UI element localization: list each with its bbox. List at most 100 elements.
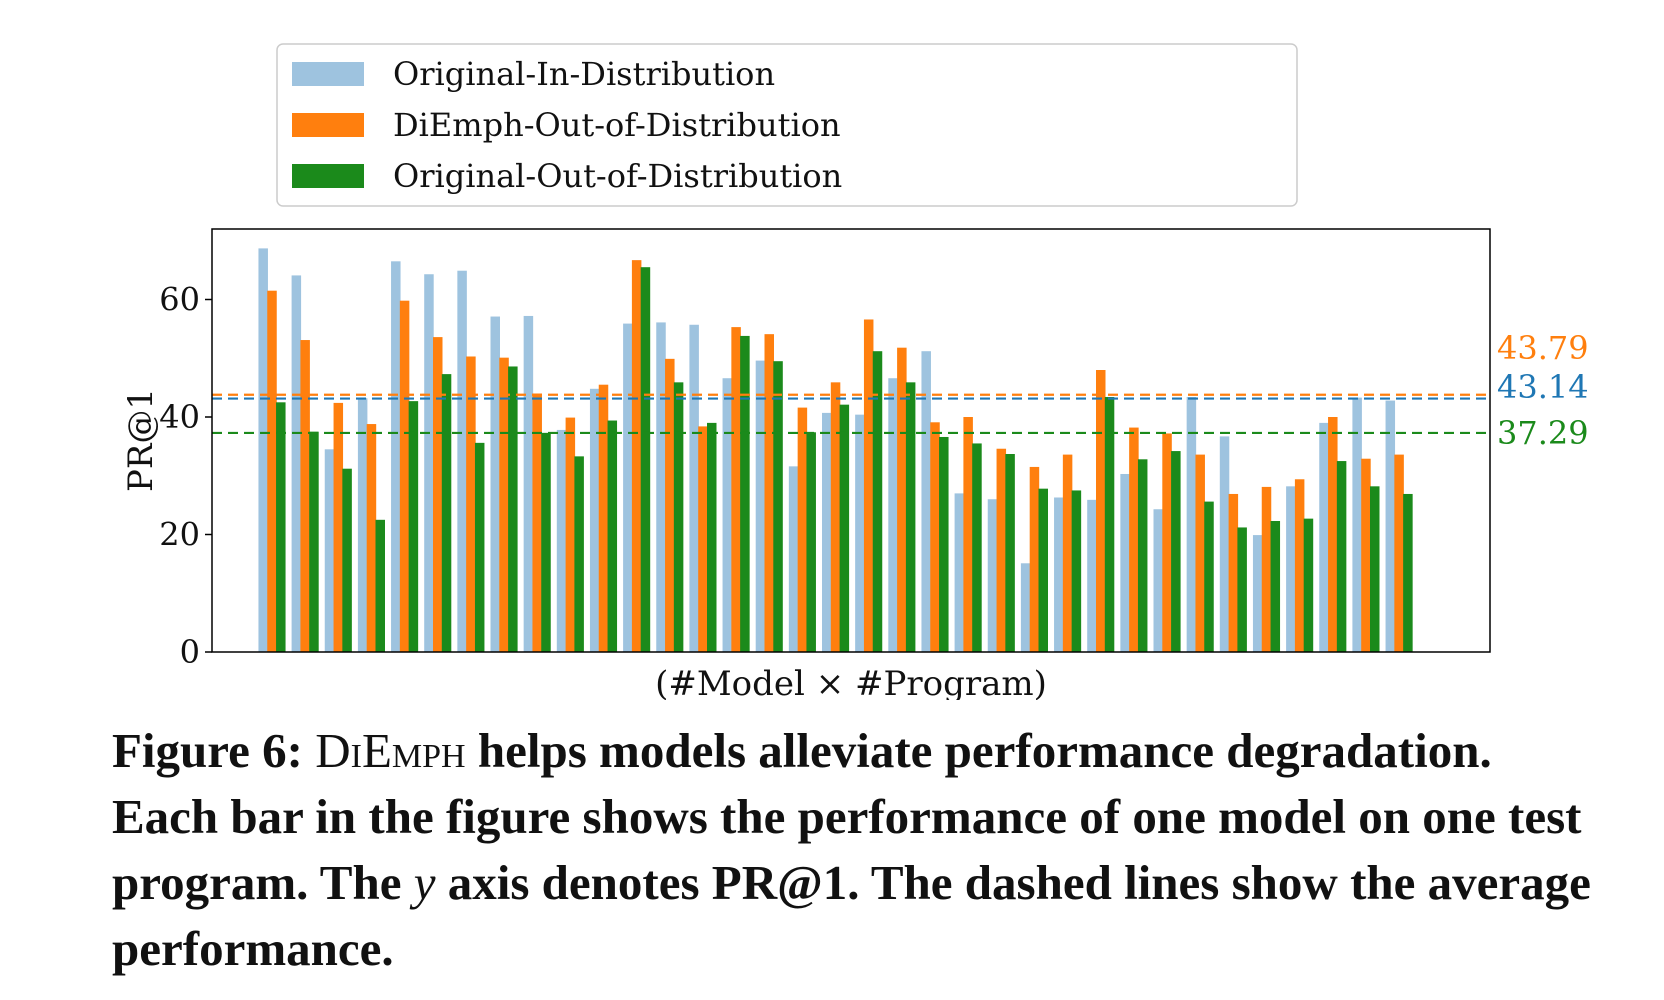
bar <box>441 374 452 652</box>
figure-label: Figure 6: <box>112 723 303 778</box>
legend-swatch <box>292 62 364 86</box>
bar <box>1204 501 1214 652</box>
bar <box>921 351 931 652</box>
legend-label: Original-Out-of-Distribution <box>393 157 842 195</box>
bar <box>1328 417 1338 652</box>
bar <box>773 361 783 652</box>
bar <box>1219 436 1230 652</box>
bar <box>424 274 434 652</box>
bar <box>607 420 618 652</box>
bar <box>1054 497 1064 652</box>
bar <box>822 412 832 652</box>
bar <box>375 519 385 652</box>
bar <box>474 442 485 652</box>
bar <box>797 407 808 652</box>
bar <box>1005 454 1015 652</box>
y-tick-label: 60 <box>159 281 200 319</box>
bar <box>939 436 949 652</box>
bar <box>806 432 816 652</box>
bar <box>276 402 286 652</box>
bar <box>972 443 982 652</box>
bar <box>1020 563 1031 652</box>
bar <box>855 414 865 652</box>
bar <box>300 340 310 652</box>
bar <box>1129 427 1139 652</box>
bar <box>1270 520 1281 652</box>
bar <box>1261 486 1272 652</box>
bar <box>1171 451 1181 652</box>
bar <box>1120 473 1130 652</box>
bar <box>258 248 268 652</box>
bar <box>888 378 898 652</box>
y-tick-label: 40 <box>159 398 200 436</box>
bar <box>532 393 542 652</box>
bar <box>391 261 401 652</box>
bar <box>1038 488 1048 652</box>
bar <box>1195 454 1205 652</box>
bar <box>1096 370 1106 652</box>
bar <box>1237 527 1247 652</box>
bar <box>830 382 841 652</box>
bar <box>433 337 443 652</box>
bar <box>499 357 509 652</box>
bar <box>698 426 708 652</box>
y-variable: y <box>413 855 436 910</box>
caption-text-1: helps models alleviate performance degra… <box>112 723 1582 910</box>
bar <box>1071 490 1082 652</box>
bar <box>309 431 319 652</box>
bar <box>707 422 717 653</box>
plot-frame <box>211 228 1491 653</box>
bar <box>598 384 609 652</box>
bar <box>740 335 750 652</box>
bar <box>508 366 518 652</box>
bar <box>665 358 675 652</box>
bar <box>1370 486 1380 652</box>
bar <box>640 267 651 652</box>
bar <box>631 260 642 652</box>
bar <box>1228 493 1239 652</box>
average-label: 43.79 <box>1497 329 1589 367</box>
bar <box>357 398 368 652</box>
bar <box>291 275 302 652</box>
bar <box>987 499 998 652</box>
figure-caption: Figure 6: DiEmph helps models alleviate … <box>112 718 1592 982</box>
bar <box>1153 509 1163 652</box>
bar <box>1286 486 1296 652</box>
bar <box>589 388 600 652</box>
bar <box>1303 518 1314 652</box>
bar <box>930 422 940 652</box>
bar-groups <box>258 248 1413 653</box>
bar <box>1352 397 1362 652</box>
average-label: 43.14 <box>1497 368 1589 406</box>
bar <box>1403 493 1413 652</box>
bar <box>1137 459 1148 652</box>
bar <box>565 417 576 652</box>
bar <box>490 316 500 652</box>
bar <box>574 456 584 652</box>
legend-label: Original-In-Distribution <box>393 55 775 93</box>
bar <box>1104 397 1115 652</box>
bar <box>1319 422 1329 653</box>
bar <box>1252 535 1263 652</box>
bar <box>457 270 467 652</box>
x-axis-label: (#Model × #Program) <box>655 664 1047 700</box>
y-axis-label: PR@1 <box>121 388 161 492</box>
bar <box>863 319 874 652</box>
bar <box>689 324 699 652</box>
bar <box>333 402 344 652</box>
bar <box>324 449 335 652</box>
bar <box>673 382 684 652</box>
legend-swatch <box>292 164 364 188</box>
y-tick-label: 0 <box>180 633 200 671</box>
bar <box>1162 433 1172 652</box>
bar <box>1029 466 1040 652</box>
bar <box>1394 454 1404 652</box>
bar <box>905 382 916 652</box>
bar <box>1186 397 1197 652</box>
bar <box>556 429 567 652</box>
bar <box>466 356 476 652</box>
bar <box>523 315 534 652</box>
bar-chart: Original-In-Distribution DiEmph-Out-of-Di… <box>121 43 1589 700</box>
bar <box>267 290 277 652</box>
